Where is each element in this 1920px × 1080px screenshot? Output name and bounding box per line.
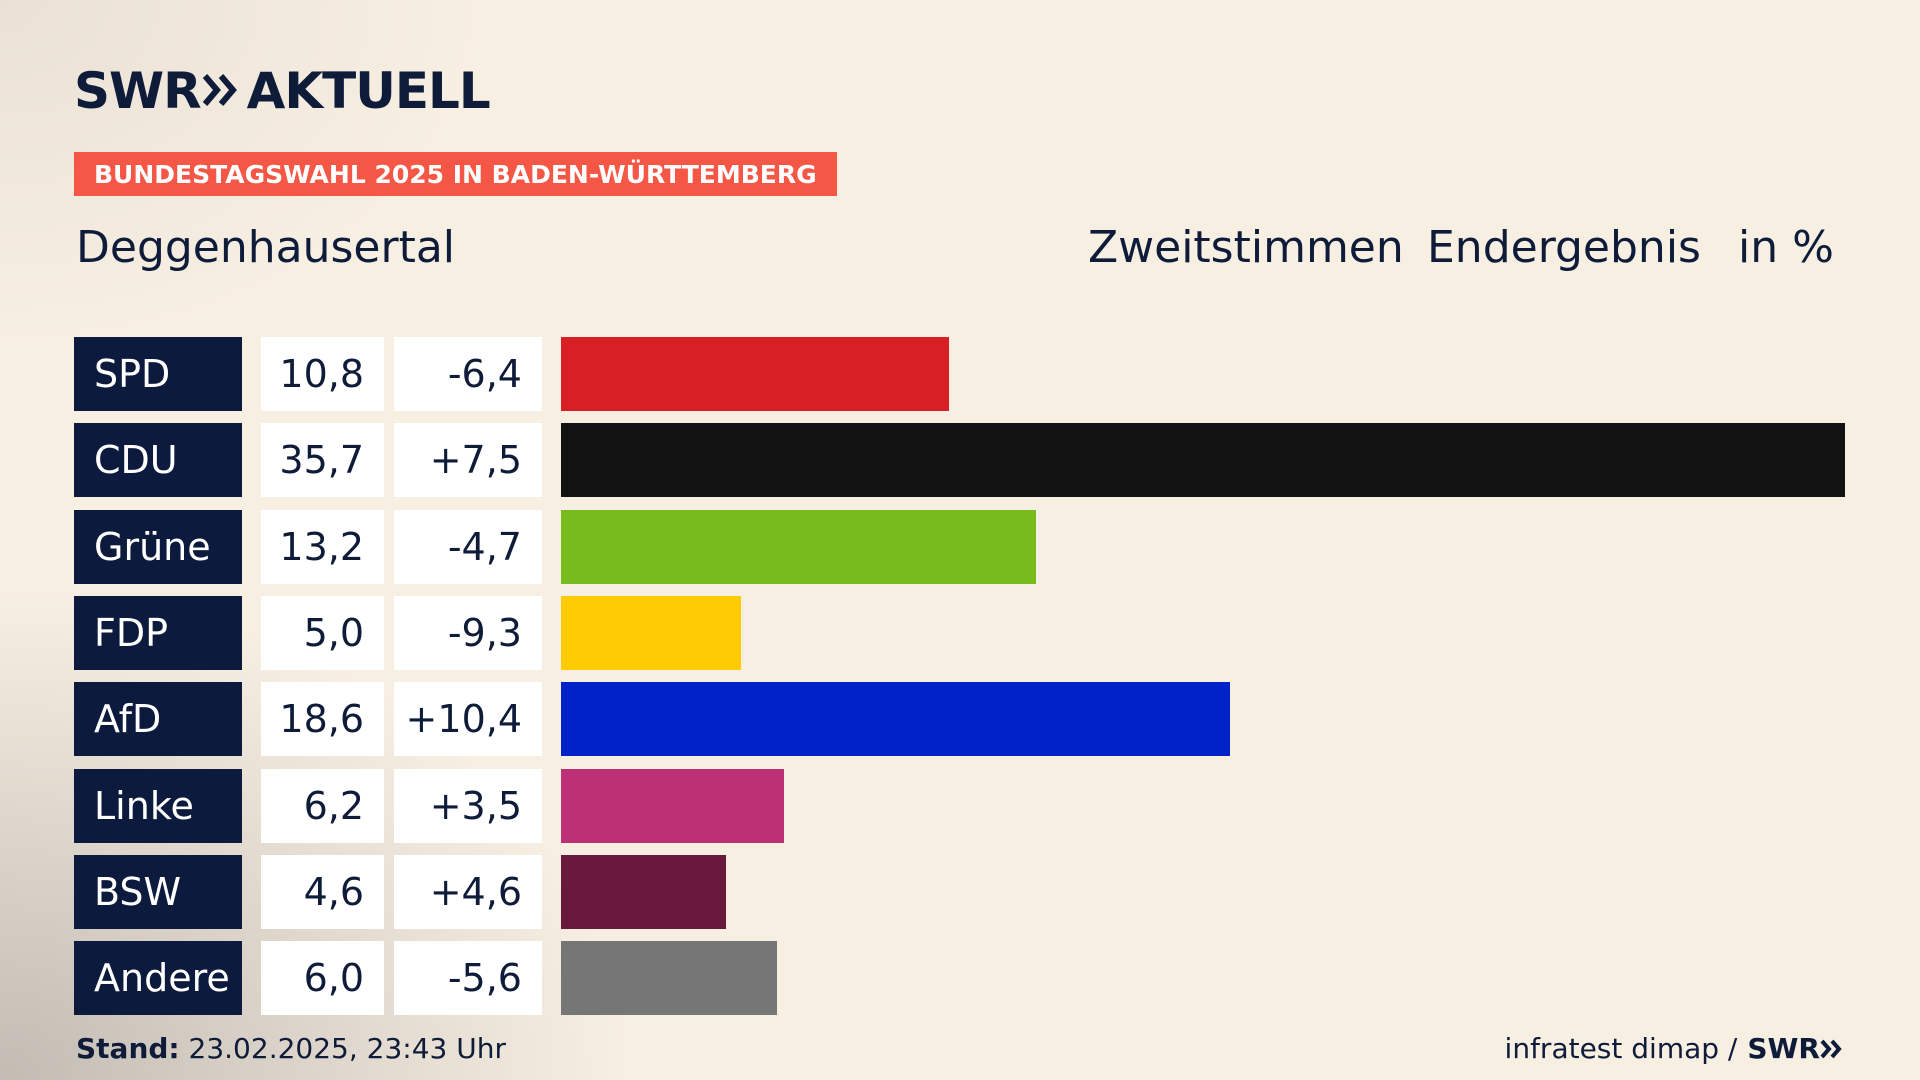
footer-swr-text: SWR [1747,1032,1820,1065]
party-bar [561,337,950,411]
party-value: 35,7 [261,423,384,498]
party-bar [561,595,741,670]
party-bar [561,768,784,843]
footer-chevrons-icon [1820,1039,1842,1058]
stand-label: Stand: [76,1032,180,1065]
party-label: CDU [74,423,242,498]
chevrons-icon [202,66,241,116]
header-unit: in % [1738,222,1834,273]
party-bar [561,423,1845,498]
footer-swr-logo: SWR [1747,1032,1844,1065]
party-diff: -5,6 [394,941,542,1016]
party-diff: -6,4 [394,337,542,411]
party-label: Linke [74,768,242,843]
party-label: BSW [74,854,242,929]
party-value: 6,2 [261,768,384,843]
party-value: 4,6 [261,854,384,929]
party-value: 18,6 [261,682,384,757]
party-label: AfD [74,682,242,757]
party-bar [561,854,727,929]
header-vote-type: Zweitstimmen [1088,222,1404,273]
source-credit: infratest dimap / SWR [1505,1032,1844,1065]
party-bar [561,509,1036,584]
party-bar [561,941,777,1016]
location-title: Deggenhausertal [76,222,456,273]
party-diff: +7,5 [394,423,542,498]
party-label: FDP [74,595,242,670]
party-label: Andere [74,941,242,1016]
logo-aktuell-text: AKTUELL [246,62,491,120]
source-text: infratest dimap / [1504,1032,1738,1065]
party-diff: +4,6 [394,854,542,929]
header-result: Endergebnis [1427,222,1701,273]
party-diff: -4,7 [394,509,542,584]
swr-aktuell-logo: SWR AKTUELL [74,62,491,120]
logo-swr-text: SWR [74,62,202,120]
party-label: SPD [74,337,242,411]
party-value: 13,2 [261,509,384,584]
party-diff: -9,3 [394,595,542,670]
party-value: 6,0 [261,941,384,1016]
party-bar [561,682,1230,757]
party-value: 10,8 [261,337,384,411]
party-value: 5,0 [261,595,384,670]
party-label: Grüne [74,509,242,584]
party-diff: +10,4 [394,682,542,757]
party-diff: +3,5 [394,768,542,843]
election-banner: BUNDESTAGSWAHL 2025 IN BADEN-WÜRTTEMBERG [74,152,837,196]
timestamp: Stand: 23.02.2025, 23:43 Uhr [76,1032,506,1065]
stand-value: 23.02.2025, 23:43 Uhr [188,1032,506,1065]
